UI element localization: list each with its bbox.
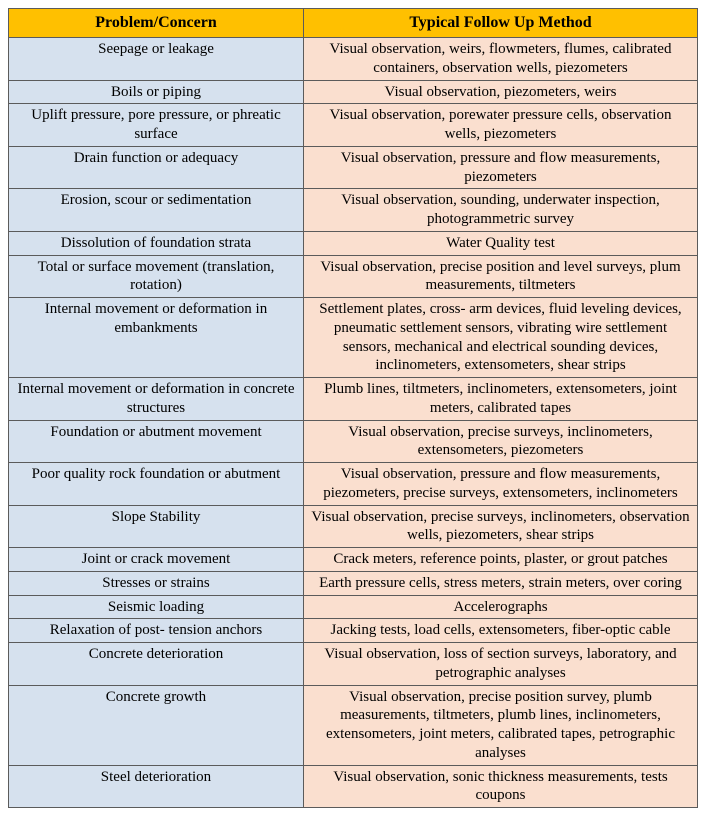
header-problem: Problem/Concern — [9, 9, 304, 38]
cell-method: Visual observation, sounding, underwater… — [304, 189, 698, 232]
cell-method: Visual observation, precise position and… — [304, 255, 698, 298]
table-row: Concrete deteriorationVisual observation… — [9, 643, 698, 686]
table-row: Boils or pipingVisual observation, piezo… — [9, 80, 698, 104]
table-row: Dissolution of foundation strataWater Qu… — [9, 231, 698, 255]
table-row: Internal movement or deformation in conc… — [9, 378, 698, 421]
cell-problem: Foundation or abutment movement — [9, 420, 304, 463]
cell-problem: Internal movement or deformation in conc… — [9, 378, 304, 421]
cell-method: Visual observation, porewater pressure c… — [304, 104, 698, 147]
cell-method: Visual observation, weirs, flowmeters, f… — [304, 38, 698, 81]
cell-problem: Stresses or strains — [9, 571, 304, 595]
cell-problem: Joint or crack movement — [9, 548, 304, 572]
table-row: Erosion, scour or sedimentationVisual ob… — [9, 189, 698, 232]
cell-problem: Seismic loading — [9, 595, 304, 619]
problem-method-table: Problem/Concern Typical Follow Up Method… — [8, 8, 698, 808]
cell-problem: Internal movement or deformation in emba… — [9, 298, 304, 378]
table-row: Uplift pressure, pore pressure, or phrea… — [9, 104, 698, 147]
table-row: Stresses or strainsEarth pressure cells,… — [9, 571, 698, 595]
table-row: Foundation or abutment movementVisual ob… — [9, 420, 698, 463]
cell-method: Earth pressure cells, stress meters, str… — [304, 571, 698, 595]
cell-problem: Total or surface movement (translation, … — [9, 255, 304, 298]
cell-problem: Concrete growth — [9, 685, 304, 765]
cell-method: Plumb lines, tiltmeters, inclinometers, … — [304, 378, 698, 421]
cell-problem: Steel deterioration — [9, 765, 304, 808]
cell-method: Settlement plates, cross- arm devices, f… — [304, 298, 698, 378]
cell-problem: Slope Stability — [9, 505, 304, 548]
table-row: Internal movement or deformation in emba… — [9, 298, 698, 378]
cell-problem: Relaxation of post- tension anchors — [9, 619, 304, 643]
table-row: Drain function or adequacyVisual observa… — [9, 146, 698, 189]
header-method: Typical Follow Up Method — [304, 9, 698, 38]
table-row: Concrete growthVisual observation, preci… — [9, 685, 698, 765]
table-header: Problem/Concern Typical Follow Up Method — [9, 9, 698, 38]
cell-problem: Seepage or leakage — [9, 38, 304, 81]
cell-problem: Uplift pressure, pore pressure, or phrea… — [9, 104, 304, 147]
table-row: Seepage or leakageVisual observation, we… — [9, 38, 698, 81]
cell-method: Visual observation, sonic thickness meas… — [304, 765, 698, 808]
cell-method: Visual observation, pressure and flow me… — [304, 146, 698, 189]
cell-method: Jacking tests, load cells, extensometers… — [304, 619, 698, 643]
cell-method: Visual observation, loss of section surv… — [304, 643, 698, 686]
cell-problem: Concrete deterioration — [9, 643, 304, 686]
cell-problem: Poor quality rock foundation or abutment — [9, 463, 304, 506]
table-row: Slope StabilityVisual observation, preci… — [9, 505, 698, 548]
cell-method: Visual observation, pressure and flow me… — [304, 463, 698, 506]
table-body: Seepage or leakageVisual observation, we… — [9, 38, 698, 808]
cell-method: Visual observation, piezometers, weirs — [304, 80, 698, 104]
cell-problem: Dissolution of foundation strata — [9, 231, 304, 255]
table-row: Total or surface movement (translation, … — [9, 255, 698, 298]
table-row: Relaxation of post- tension anchorsJacki… — [9, 619, 698, 643]
cell-method: Accelerographs — [304, 595, 698, 619]
cell-method: Visual observation, precise surveys, inc… — [304, 420, 698, 463]
table-row: Steel deteriorationVisual observation, s… — [9, 765, 698, 808]
table-row: Poor quality rock foundation or abutment… — [9, 463, 698, 506]
cell-method: Visual observation, precise position sur… — [304, 685, 698, 765]
cell-method: Crack meters, reference points, plaster,… — [304, 548, 698, 572]
cell-method: Water Quality test — [304, 231, 698, 255]
cell-problem: Erosion, scour or sedimentation — [9, 189, 304, 232]
cell-problem: Boils or piping — [9, 80, 304, 104]
cell-problem: Drain function or adequacy — [9, 146, 304, 189]
table-row: Joint or crack movementCrack meters, ref… — [9, 548, 698, 572]
table-row: Seismic loadingAccelerographs — [9, 595, 698, 619]
cell-method: Visual observation, precise surveys, inc… — [304, 505, 698, 548]
